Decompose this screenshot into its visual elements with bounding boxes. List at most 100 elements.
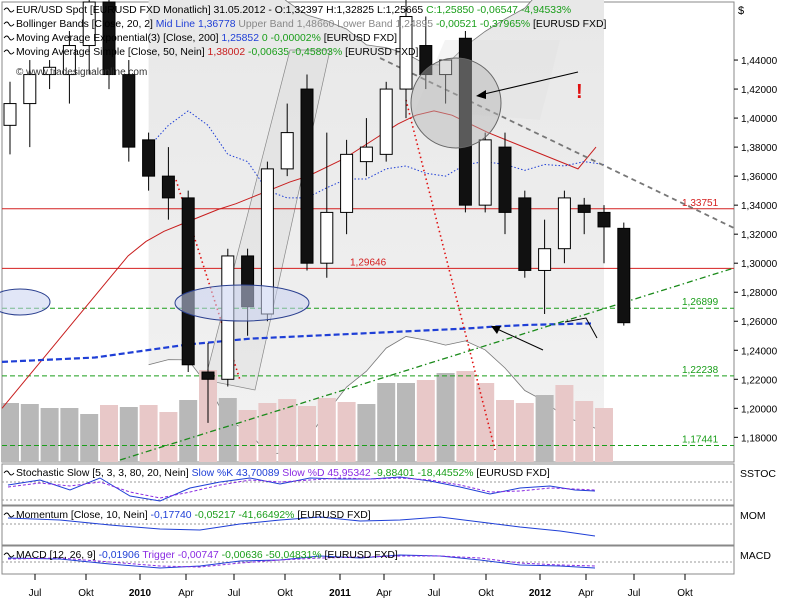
candle: [82, 0, 96, 75]
red-dotted-trendline: [175, 179, 241, 381]
volume-bar: [575, 401, 594, 462]
candle: [280, 103, 294, 177]
y-tick-label: 1,18000: [741, 433, 778, 444]
sub-panel-legend-value: -0,17740: [148, 510, 192, 521]
highlight-ellipse: [174, 284, 310, 322]
volume-bar: [496, 400, 514, 462]
sma-50-line: [1, 110, 597, 409]
y-tick-label: 1,24000: [741, 346, 778, 357]
annotations: [0, 57, 598, 351]
stochastic-panel-frame: [1, 463, 735, 506]
candle-body: [617, 227, 631, 324]
sub-panel-legend: MACD [12, 26, 9] -0,01906 Trigger -0,007…: [16, 550, 398, 561]
candle: [597, 205, 611, 264]
candle-body: [181, 197, 195, 366]
y-tick-label: 1,40000: [741, 114, 778, 125]
y-tick-label: 1,34000: [741, 201, 778, 212]
candle: [43, 60, 57, 90]
candle: [122, 60, 136, 162]
volume-bar: [20, 404, 39, 462]
legend-line-icon: [3, 512, 15, 518]
sub-panel-legend-name: Stochastic Slow [5, 3, 3, 80, 20, Nein]: [16, 468, 189, 479]
candle-body: [43, 66, 57, 76]
volume-bar: [515, 403, 534, 462]
candle: [62, 31, 76, 104]
candle: [379, 81, 393, 162]
legend-entry-value: Mid Line 1,36778: [153, 19, 236, 30]
x-tick-label: 2010: [129, 588, 152, 599]
legend-entry-value: [EURUSD FXD]: [530, 19, 606, 30]
arrow-line: [494, 327, 544, 351]
legend-line-icon: [3, 470, 15, 476]
y-tick-label: 1,26000: [741, 317, 778, 328]
exclamation-mark: !: [576, 81, 583, 103]
pointer-line: [564, 317, 598, 339]
candle-body: [557, 197, 571, 250]
currency-symbol: $: [738, 5, 744, 17]
volume-bar: [595, 408, 613, 462]
volume-bar: [397, 383, 415, 462]
sub-panel-legend-value: -9,88401 -18,44552%: [371, 468, 474, 479]
candle: [320, 132, 334, 278]
candle: [538, 219, 552, 314]
macd-line: [7, 554, 596, 569]
x-tick-label: 2012: [529, 588, 552, 599]
legend-line-icon: [3, 7, 15, 13]
x-tick-label: Apr: [178, 588, 194, 599]
sub-panel-legend-value: [EURUSD FXD]: [322, 550, 398, 561]
candle: [617, 222, 631, 326]
sub-panel-label: MACD: [740, 550, 771, 562]
candle-body: [102, 1, 116, 76]
volume-bar: [535, 395, 554, 462]
level-label: 1,22238: [682, 365, 719, 376]
candle-body: [538, 248, 552, 271]
legend-entry-value: Upper Band 1,48660 Lower Band 1,24895: [236, 19, 434, 30]
x-tick-label: Okt: [277, 588, 293, 599]
x-tick-label: Jul: [628, 588, 641, 599]
legend-entry: Bollinger Bands [Close, 20, 2] Mid Line …: [16, 19, 606, 30]
support-trendline: [119, 267, 735, 461]
sub-panel-label: MOM: [740, 510, 766, 522]
candle: [518, 190, 532, 278]
stoch-d-line: [7, 477, 596, 499]
volume-bar: [416, 380, 435, 462]
main-legend: EUR/USD Spot [EURUSD FXD Monatlich] 31.0…: [3, 5, 606, 58]
volume-bar: [218, 398, 237, 462]
candle-body: [379, 88, 393, 155]
candle-body: [340, 153, 354, 213]
sub-panel-legend-value: Slow %D 45,95342: [279, 468, 370, 479]
volume-bar: [179, 400, 198, 462]
highlight-circle: [410, 57, 502, 149]
sub-panel-legend-value: Trigger -0,00747: [140, 550, 219, 561]
sub-panel-legend-name: MACD [12, 26, 9]: [16, 550, 96, 561]
candle-body: [498, 146, 512, 213]
y-tick-label: 1,20000: [741, 404, 778, 415]
x-tick-label: 2011: [329, 588, 351, 599]
momentum-line: [7, 516, 596, 537]
volume-bar: [337, 402, 356, 462]
volume-bars: [1, 370, 613, 462]
sub-panel-legend: Stochastic Slow [5, 3, 3, 80, 20, Nein] …: [16, 468, 550, 479]
volume-bar: [1, 403, 19, 462]
volume-bar: [555, 385, 574, 462]
legend-entry: Moving Average Simple [Close, 50, Nein] …: [16, 47, 419, 58]
level-label: 1,29646: [350, 257, 387, 268]
x-tick-label: Jul: [228, 588, 241, 599]
x-tick-label: Okt: [677, 588, 693, 599]
legend-line-icon: [3, 35, 15, 41]
candle-body: [3, 103, 17, 126]
sub-panel-legend: Momentum [Close, 10, Nein] -0,17740 -0,0…: [16, 510, 371, 521]
y-tick-label: 1,30000: [741, 259, 778, 270]
sub-panel-legends: Stochastic Slow [5, 3, 3, 80, 20, Nein] …: [3, 468, 776, 562]
candle-body: [597, 211, 611, 228]
candle: [439, 59, 453, 104]
volume-bar: [159, 412, 178, 462]
volume-bar: [436, 373, 455, 462]
candle: [201, 343, 215, 423]
y-tick-label: 1,42000: [741, 85, 778, 96]
bollinger-band-fill: [148, 0, 604, 455]
volume-bar: [377, 383, 396, 462]
volume-bar: [60, 408, 79, 462]
bollinger-mid-line: [148, 110, 605, 199]
volume-bar: [119, 407, 138, 462]
